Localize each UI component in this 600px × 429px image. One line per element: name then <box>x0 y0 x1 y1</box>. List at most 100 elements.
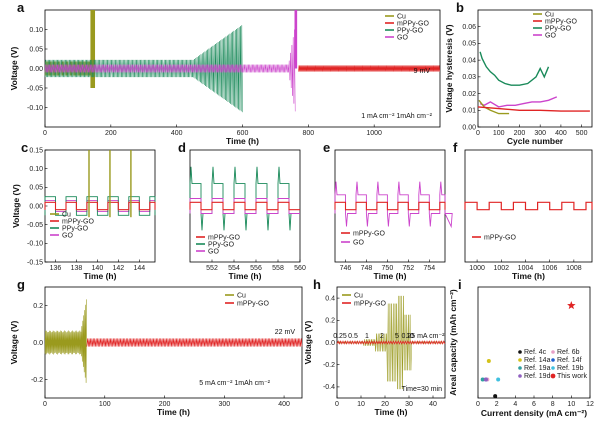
y-tick-label: -0.2 <box>31 377 43 384</box>
x-tick-label: 100 <box>99 401 111 408</box>
panel-c-frame <box>44 149 156 263</box>
legend-entry: mPPy-GO <box>353 230 385 237</box>
x-tick-label: 142 <box>112 265 124 272</box>
legend-entry: mPPy-GO <box>354 300 386 307</box>
x-tick-label: 0 <box>335 401 339 408</box>
x-tick-label: 200 <box>159 401 171 408</box>
panel-b-frame <box>477 9 593 128</box>
panel-e: 746 748 750 752 754 Time (h) e mPPy-GO GO <box>323 140 453 281</box>
y-axis-label: Voltage (V) <box>11 184 21 228</box>
y-tick-label: 0.2 <box>325 318 335 325</box>
x-tick-label: 754 <box>423 265 435 272</box>
series-mppy-go <box>477 106 590 112</box>
mppy-go-cycling <box>44 201 156 211</box>
x-tick-label: 30 <box>405 401 413 408</box>
legend-entry: Cu <box>397 13 406 20</box>
panel-letter: i <box>458 277 462 292</box>
legend-entry: Ref. 19b <box>557 365 584 372</box>
go-cycling <box>334 181 453 229</box>
x-axis-label: Time (h) <box>226 136 259 146</box>
x-tick-label: 1002 <box>493 265 509 272</box>
cu-trace <box>44 299 87 383</box>
overpotential-label: 9 mV <box>414 68 431 75</box>
mppy-go-cycling <box>334 201 446 211</box>
x-axis-label: Time (h) <box>374 271 407 281</box>
legend-entry: GO <box>62 232 73 239</box>
panel-b: 0 100 200 300 400 500 0.06 0.05 0.04 0.03 0.02 0.01… <box>444 0 593 146</box>
x-tick-label: 8 <box>551 401 555 408</box>
x-axis-label: Time (h) <box>157 407 190 417</box>
mppy-go-trace <box>298 65 440 72</box>
x-tick-label: 6 <box>532 401 536 408</box>
legend-entry: GO <box>545 32 556 39</box>
ref-point <box>496 377 501 382</box>
panel-f-frame <box>464 149 593 263</box>
panel-c: 136 138 140 142 144 0.15 0.10 0.05 0.00 -0.05 -0.1… <box>11 140 156 281</box>
legend-entry: GO <box>353 239 364 246</box>
panel-a: 0 200 400 600 800 1000 0.10 0.05 0.00 -0.05 -0.10 T… <box>9 0 441 146</box>
series-cu <box>478 99 510 115</box>
this-work-star <box>567 301 576 310</box>
rate-label: 1 <box>365 333 369 340</box>
x-tick-label: 2 <box>495 401 499 408</box>
panel-i-frame <box>477 286 591 399</box>
legend-marker <box>551 366 555 370</box>
legend-entry: Ref. 14f <box>557 357 582 364</box>
y-axis-label: Voltage hysteresis (V) <box>444 24 454 112</box>
x-tick-label: 100 <box>493 130 505 137</box>
y-tick-label: 0.06 <box>462 24 476 31</box>
y-tick-label: 0.01 <box>462 108 476 115</box>
legend-entry: Ref. 19d <box>524 373 551 380</box>
x-tick-label: 140 <box>92 265 104 272</box>
overpotential-label: 22 mV <box>275 329 296 336</box>
cu-short-circuit-block <box>90 10 96 88</box>
ref-point <box>483 377 488 382</box>
y-tick-label: 0.10 <box>29 27 43 34</box>
panel-f: 1000 1002 1004 1006 1008 Time (h) f mPPy-GO <box>453 140 593 281</box>
x-axis-label: Cycle number <box>507 136 564 146</box>
ref-point <box>493 394 498 399</box>
legend-entry: Ref. 6b <box>557 349 580 356</box>
x-tick-label: 560 <box>294 265 306 272</box>
x-tick-label: 300 <box>534 130 546 137</box>
y-tick-label: -0.15 <box>27 259 43 266</box>
y-tick-label: 0.00 <box>29 203 43 210</box>
x-tick-label: 400 <box>171 130 183 137</box>
y-tick-label: 0.02 <box>462 91 476 98</box>
legend-entry: mPPy-GO <box>208 234 240 241</box>
legend-entry: GO <box>208 248 219 255</box>
y-tick-label: 0.03 <box>462 74 476 81</box>
y-axis-label: Voltage (V) <box>9 320 19 364</box>
x-tick-label: 554 <box>228 265 240 272</box>
x-tick-label: 1006 <box>542 265 558 272</box>
panel-letter: g <box>17 277 25 292</box>
y-tick-label: -0.05 <box>27 222 43 229</box>
go-trace <box>44 29 296 112</box>
rate-label: 10 <box>406 333 414 340</box>
legend-entry: mPPy-GO <box>545 18 577 25</box>
x-tick-label: 752 <box>402 265 414 272</box>
y-tick-label: 0.0 <box>33 340 43 347</box>
y-axis-label: Voltage (V) <box>9 46 19 90</box>
x-tick-label: 800 <box>302 130 314 137</box>
x-tick-label: 20 <box>381 401 389 408</box>
y-tick-label: 0.05 <box>462 41 476 48</box>
legend-entry: PPy-GO <box>397 27 424 34</box>
legend-entry: Cu <box>354 292 363 299</box>
x-tick-label: 0 <box>476 130 480 137</box>
x-axis-label: Current density (mA cm⁻²) <box>481 408 587 418</box>
legend-entry: Cu <box>545 11 554 18</box>
legend-marker <box>551 350 555 354</box>
ppy-go-cycling <box>44 196 156 216</box>
y-tick-label: 0.05 <box>29 185 43 192</box>
mppy-go-cycling <box>189 201 300 211</box>
x-tick-label: 400 <box>278 401 290 408</box>
ref-point <box>480 377 485 382</box>
panel-letter: b <box>456 0 464 15</box>
x-tick-label: 1000 <box>469 265 485 272</box>
legend-entry: PPy-GO <box>545 25 572 32</box>
x-tick-label: 1000 <box>366 130 382 137</box>
y-tick-label: 0.05 <box>29 46 43 53</box>
legend-entry: mPPy-GO <box>237 300 269 307</box>
